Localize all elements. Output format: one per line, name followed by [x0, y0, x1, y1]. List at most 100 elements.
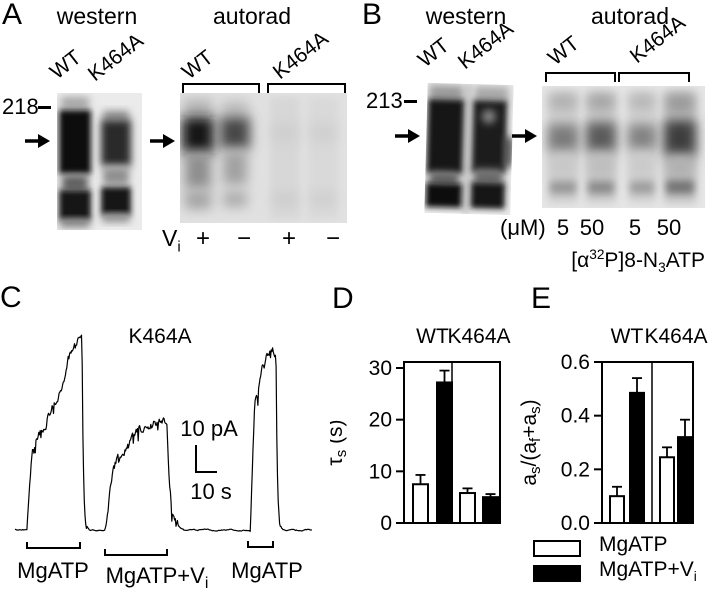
application-bracket	[26, 542, 81, 549]
group-label-wt: WT	[611, 325, 644, 348]
probe-part: ATP	[665, 249, 705, 272]
application-label-mgatp: MgATP	[231, 558, 303, 583]
legend-item-mgatp-vi: MgATP+Vi	[533, 557, 697, 588]
mw-marker-tick	[404, 100, 417, 103]
y-axis-label-part: (s)	[330, 419, 347, 449]
bar-k464a-mgatp	[659, 456, 675, 524]
y-tick-label: 0.6	[561, 351, 590, 374]
western-blot-image	[424, 82, 514, 216]
concentration-value: 5	[556, 215, 570, 240]
vi-sign-plus: +	[195, 225, 210, 252]
concentration-value: 50	[579, 215, 605, 240]
lane-label-wt: WT	[177, 45, 218, 84]
lane-label-wt: WT	[543, 31, 584, 70]
western-blot-image	[57, 93, 142, 230]
panel-b-western-title: western	[425, 3, 507, 29]
autorad-image	[180, 93, 347, 223]
panel-b-label: B	[362, 0, 383, 31]
application-label-base: MgATP+V	[106, 563, 206, 588]
lane-label-wt: WT	[413, 33, 454, 72]
lane-label-k464a: K464A	[83, 29, 148, 87]
group-label-k464a: K464A	[447, 325, 510, 348]
lane-label-k464a: K464A	[268, 27, 333, 85]
scale-time-label: 10 s	[190, 479, 232, 504]
legend-swatch-filled	[533, 565, 581, 582]
scale-bar	[195, 445, 217, 473]
panel-a-autorad-title: autorad	[212, 3, 291, 29]
legend-item-mgatp: MgATP	[533, 533, 697, 563]
panel-e-label: E	[531, 282, 552, 315]
vi-sign-plus: +	[281, 225, 296, 252]
vi-sign-minus: −	[236, 225, 251, 252]
legend-subscript: i	[693, 569, 697, 585]
group-label-wt: WT	[416, 325, 449, 348]
panel-d-label: D	[332, 282, 354, 315]
scale-current-label: 10 pA	[180, 416, 238, 441]
bar-k464a-mgatp+vi	[677, 436, 693, 524]
legend-text: MgATP+V	[599, 557, 694, 581]
concentration-unit-label: (μM)	[500, 215, 546, 240]
panel-c-label: C	[0, 281, 22, 314]
application-label-mgatp: MgATP	[17, 558, 89, 583]
y-axis-label-part: s	[527, 406, 544, 414]
bar-wt-mgatp	[412, 483, 429, 524]
lane-group-bracket-wt	[545, 72, 616, 82]
probe-part: [α	[571, 249, 590, 272]
vanadate-subscript: i	[177, 238, 181, 256]
y-tick-label: 0.4	[561, 405, 591, 428]
legend-label: MgATP+Vi	[599, 557, 697, 588]
y-tick-label: 30	[369, 357, 392, 380]
legend-label: MgATP	[599, 533, 667, 563]
y-axis-label-part: +a	[520, 414, 541, 438]
panel-b-autorad-title: autorad	[590, 3, 669, 29]
y-axis-label-part: s	[333, 450, 350, 458]
lane-group-bracket-k464a	[267, 83, 346, 93]
y-axis-label-part: s	[527, 466, 544, 474]
y-tick-label: 0.2	[561, 458, 590, 481]
application-bracket	[247, 541, 274, 548]
bar-k464a-mgatp	[459, 492, 476, 525]
probe-label: [α32P]8-N3ATP	[540, 243, 705, 280]
mw-marker-tick	[38, 106, 51, 109]
application-label-subscript: i	[205, 575, 209, 592]
lane-group-bracket-k464a	[618, 72, 690, 82]
concentration-value: 5	[628, 215, 642, 240]
y-tick-label: 10	[369, 460, 392, 483]
application-bracket	[104, 549, 168, 556]
panel-a-western-title: western	[56, 3, 138, 29]
vanadate-label: Vi	[162, 226, 181, 260]
lane-group-bracket-wt	[182, 83, 260, 93]
y-axis-label-part: /(a	[520, 442, 541, 467]
group-label-k464a: K464A	[644, 325, 707, 348]
y-axis-label-part: f	[527, 437, 544, 442]
concentration-value: 50	[656, 215, 682, 240]
plot-frame	[403, 361, 501, 524]
panel-a-label: A	[2, 0, 23, 31]
band-arrow-icon	[25, 134, 50, 148]
bar-wt-mgatp+vi	[629, 391, 645, 524]
current-trace-panel: K464A 10 pA 10 s MgATP MgATP+Vi MgATP	[14, 325, 313, 592]
probe-superscript: 32	[589, 247, 605, 262]
y-axis-label-part: τ	[330, 457, 347, 466]
y-axis-label: τs (s)	[330, 419, 350, 465]
vanadate-symbol: V	[162, 225, 178, 251]
probe-subscript: 3	[658, 260, 666, 276]
autorad-image	[542, 86, 705, 208]
y-tick-label: 0.0	[561, 512, 590, 535]
band-arrow-icon	[512, 129, 537, 143]
current-trace	[14, 334, 313, 533]
y-tick-label: 20	[369, 409, 392, 432]
band-arrow-icon	[150, 134, 175, 148]
vi-sign-minus: −	[325, 225, 340, 252]
y-tick-label: 0	[380, 512, 392, 535]
chart-legend: MgATP MgATP+Vi	[533, 533, 697, 588]
y-axis-label-part: a	[520, 474, 541, 486]
mw-marker-label: 213	[366, 88, 403, 113]
bar-wt-mgatp+vi	[436, 381, 453, 525]
trace-genotype-label: K464A	[128, 325, 191, 348]
y-axis-label: as/(af+as)	[520, 399, 544, 485]
mw-marker-label: 218	[2, 94, 39, 119]
